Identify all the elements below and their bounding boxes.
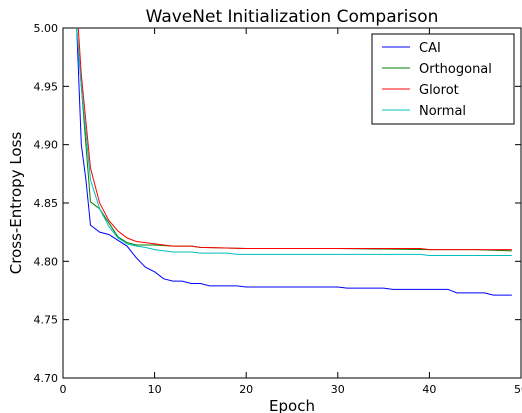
chart-title: WaveNet Initialization Comparison bbox=[146, 7, 439, 27]
legend-label-normal: Normal bbox=[419, 104, 466, 119]
y-tick-label: 4.70 bbox=[34, 372, 59, 385]
x-tick-label: 50 bbox=[514, 383, 522, 396]
y-axis-label: Cross-Entropy Loss bbox=[7, 132, 25, 275]
x-tick-label: 40 bbox=[422, 383, 436, 396]
series-line-normal bbox=[76, 28, 512, 256]
legend-label-glorot: Glorot bbox=[419, 83, 459, 98]
x-tick-label: 10 bbox=[148, 383, 162, 396]
y-tick-label: 4.75 bbox=[34, 314, 59, 327]
legend-label-cai: CAI bbox=[419, 41, 441, 56]
y-tick-label: 4.95 bbox=[34, 80, 59, 93]
series-line-glorot bbox=[77, 28, 512, 251]
x-tick-label: 0 bbox=[60, 383, 67, 396]
x-tick-label: 20 bbox=[239, 383, 253, 396]
x-tick-label: 30 bbox=[331, 383, 345, 396]
y-tick-label: 5.00 bbox=[34, 22, 59, 35]
y-tick-label: 4.85 bbox=[34, 197, 59, 210]
y-tick-label: 4.90 bbox=[34, 139, 59, 152]
series-line-cai bbox=[76, 28, 512, 296]
legend-label-orthogonal: Orthogonal bbox=[419, 62, 492, 77]
legend: CAI Orthogonal Glorot Normal bbox=[371, 33, 515, 125]
x-axis-label: Epoch bbox=[269, 397, 315, 413]
legend-box bbox=[371, 33, 515, 125]
y-tick-label: 4.80 bbox=[34, 255, 59, 268]
